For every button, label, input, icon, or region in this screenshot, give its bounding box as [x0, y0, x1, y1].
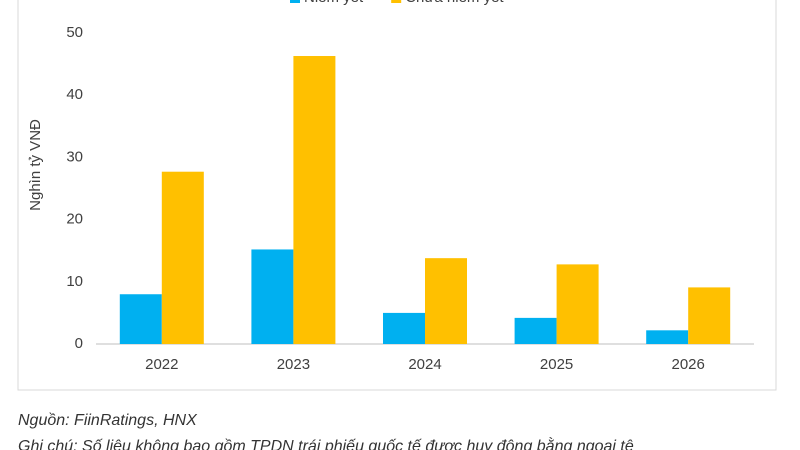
chart-frame [17, 0, 777, 391]
note: Ghi chú: Số liệu không bao gồm TPDN trái… [18, 436, 634, 450]
legend-label: Niêm yết [304, 0, 364, 6]
legend-swatch [290, 0, 300, 3]
x-tick-label: 2023 [277, 356, 310, 373]
bar [251, 249, 294, 344]
bar [688, 287, 731, 344]
bar [425, 258, 467, 344]
legend-label: Chưa niêm yết [405, 0, 504, 6]
bar [119, 294, 162, 344]
source: Nguồn: FiinRatings, HNX [18, 412, 198, 429]
y-tick-label: 50 [66, 24, 83, 41]
x-tick-label: 2024 [408, 356, 441, 373]
y-tick-label: 10 [66, 273, 83, 290]
y-tick-label: 30 [66, 148, 83, 165]
legend-swatch [391, 0, 402, 3]
y-tick-label: 20 [66, 211, 83, 228]
bar [556, 264, 599, 344]
y-axis-label: Nghìn tỷ VNĐ [27, 119, 44, 211]
x-tick-label: 2025 [540, 356, 573, 373]
bar [514, 317, 557, 344]
bar [161, 171, 204, 344]
x-tick-label: 2022 [145, 356, 178, 373]
bar [293, 56, 336, 344]
bar [383, 312, 425, 344]
bar [646, 330, 689, 344]
y-tick-label: 40 [66, 86, 83, 103]
y-tick-label: 0 [75, 335, 83, 352]
x-tick-label: 2026 [672, 356, 705, 373]
